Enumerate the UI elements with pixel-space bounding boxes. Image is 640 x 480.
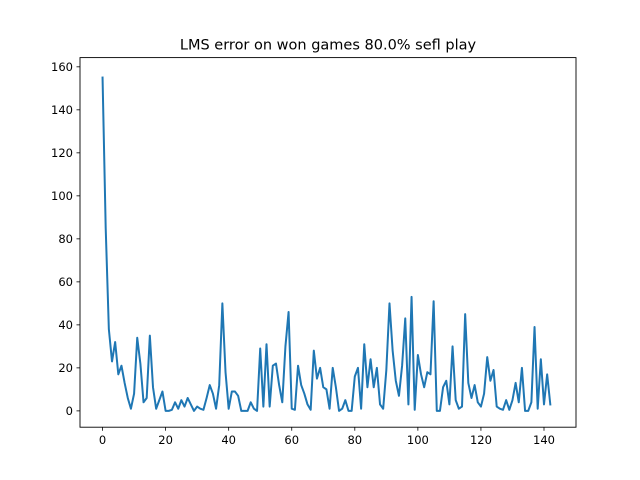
x-tick-label: 100 bbox=[407, 433, 429, 447]
chart-title: LMS error on won games 80.0% sefl play bbox=[180, 38, 477, 54]
y-tick-label: 0 bbox=[66, 404, 73, 418]
x-tick-label: 120 bbox=[470, 433, 492, 447]
series-layer bbox=[101, 76, 552, 412]
x-tick-label: 40 bbox=[221, 433, 236, 447]
series-line bbox=[101, 76, 552, 412]
y-tick-label: 20 bbox=[58, 361, 73, 375]
x-tick-label: 0 bbox=[99, 433, 106, 447]
x-tick-label: 140 bbox=[533, 433, 555, 447]
x-axis-ticks: 0 20 40 60 80 100 120 140 bbox=[99, 427, 555, 447]
plot-frame bbox=[79, 57, 577, 428]
y-axis-ticks: 0 20 40 60 80 100 120 140 160 bbox=[51, 60, 80, 418]
y-tick-label: 120 bbox=[51, 146, 73, 160]
y-tick-label: 60 bbox=[58, 275, 73, 289]
x-tick-label: 60 bbox=[284, 433, 299, 447]
x-tick-label: 80 bbox=[347, 433, 362, 447]
y-tick-label: 140 bbox=[51, 103, 73, 117]
y-tick-label: 100 bbox=[51, 189, 73, 203]
x-tick-label: 20 bbox=[158, 433, 173, 447]
y-tick-label: 160 bbox=[51, 60, 73, 74]
y-tick-label: 80 bbox=[58, 232, 73, 246]
y-tick-label: 40 bbox=[58, 318, 73, 332]
